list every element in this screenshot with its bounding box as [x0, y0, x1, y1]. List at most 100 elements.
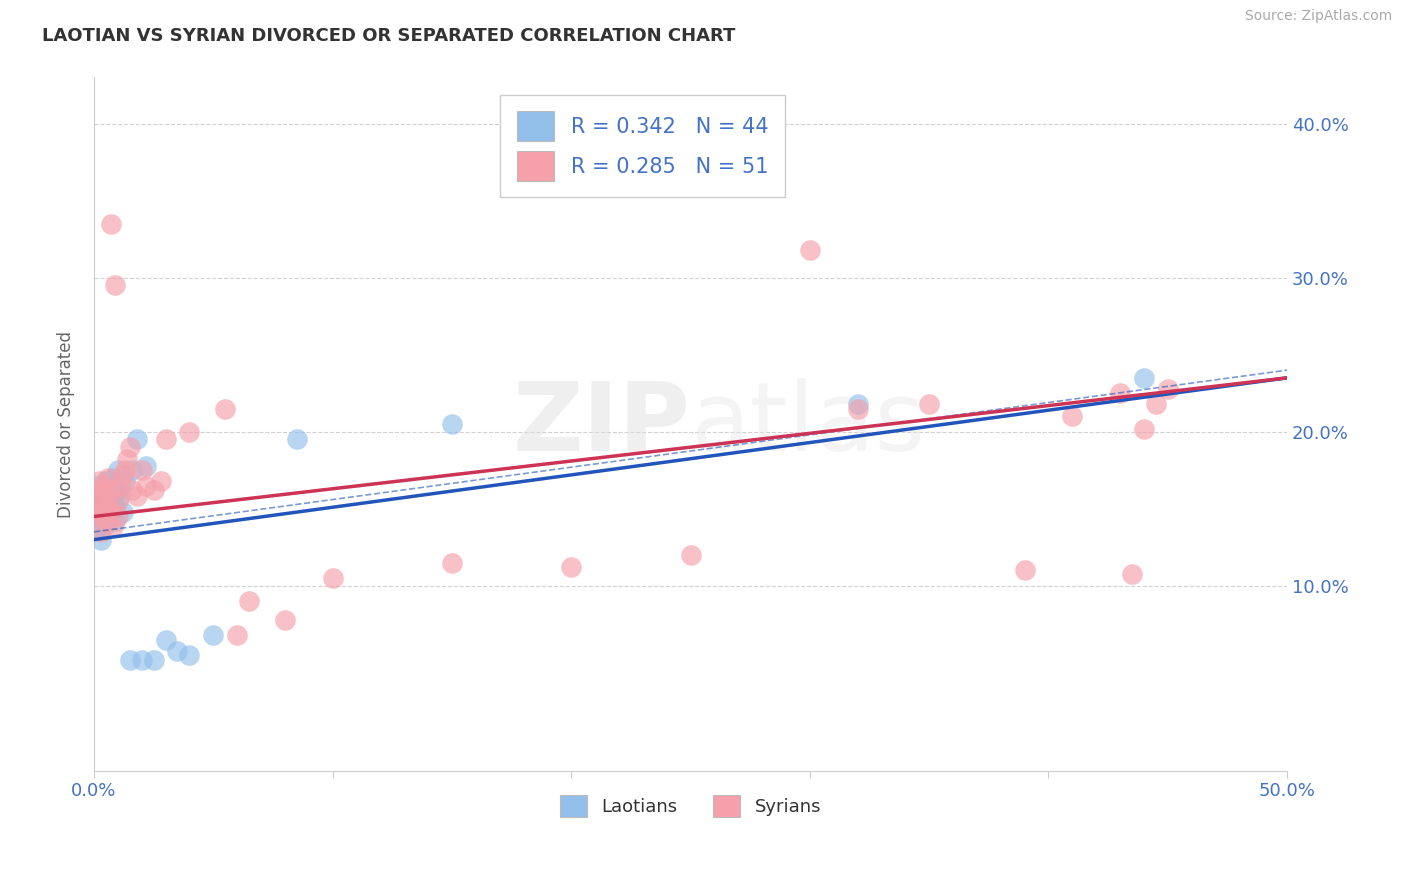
Point: [93, 505, 115, 519]
Point: [1014, 563, 1036, 577]
Point: [101, 471, 124, 485]
Point: [90, 524, 112, 539]
Point: [94, 517, 117, 532]
Point: [121, 483, 143, 498]
Point: [114, 474, 136, 488]
Point: [90, 499, 112, 513]
Point: [86, 501, 108, 516]
Point: [104, 499, 127, 513]
Point: [1133, 371, 1156, 385]
Point: [440, 556, 463, 570]
Point: [86, 490, 108, 504]
Point: [202, 628, 225, 642]
Point: [100, 217, 122, 231]
Point: [101, 483, 124, 498]
Point: [86, 494, 108, 508]
Point: [100, 509, 122, 524]
Point: [118, 440, 141, 454]
Point: [93, 509, 115, 524]
Point: [104, 514, 127, 528]
Point: [90, 517, 112, 532]
Point: [107, 509, 129, 524]
Point: [108, 478, 131, 492]
Point: [94, 501, 117, 516]
Point: [101, 520, 124, 534]
Point: [97, 478, 120, 492]
Text: LAOTIAN VS SYRIAN DIVORCED OR SEPARATED CORRELATION CHART: LAOTIAN VS SYRIAN DIVORCED OR SEPARATED …: [42, 27, 735, 45]
Point: [90, 483, 112, 498]
Text: atlas: atlas: [690, 377, 925, 471]
Point: [86, 505, 108, 519]
Point: [93, 483, 115, 498]
Text: Source: ZipAtlas.com: Source: ZipAtlas.com: [1244, 9, 1392, 23]
Point: [179, 425, 201, 439]
Point: [93, 494, 115, 508]
Point: [90, 505, 112, 519]
Point: [155, 632, 177, 647]
Point: [135, 458, 157, 473]
Point: [97, 505, 120, 519]
Point: [107, 483, 129, 498]
Point: [121, 463, 143, 477]
Point: [285, 433, 308, 447]
Point: [238, 594, 260, 608]
Point: [87, 474, 110, 488]
Point: [131, 463, 153, 477]
Point: [1109, 386, 1132, 401]
Point: [94, 514, 117, 528]
Point: [274, 613, 297, 627]
Point: [87, 509, 110, 524]
Point: [560, 560, 582, 574]
Point: [1144, 397, 1167, 411]
Point: [94, 474, 117, 488]
Point: [87, 509, 110, 524]
Point: [86, 478, 108, 492]
Point: [87, 520, 110, 534]
Point: [100, 505, 122, 519]
Point: [111, 505, 134, 519]
Point: [118, 653, 141, 667]
Point: [114, 463, 136, 477]
Point: [135, 478, 157, 492]
Point: [918, 397, 941, 411]
Point: [131, 653, 153, 667]
Point: [1121, 566, 1143, 581]
Point: [93, 478, 115, 492]
Legend: Laotians, Syrians: Laotians, Syrians: [553, 788, 828, 824]
Point: [111, 467, 134, 482]
Point: [97, 499, 120, 513]
Point: [117, 452, 139, 467]
Point: [107, 463, 129, 477]
Point: [94, 490, 117, 504]
Point: [155, 433, 177, 447]
Point: [322, 571, 344, 585]
Point: [1157, 382, 1180, 396]
Y-axis label: Divorced or Separated: Divorced or Separated: [58, 331, 75, 517]
Point: [214, 401, 236, 416]
Point: [679, 548, 702, 562]
Point: [142, 483, 165, 498]
Point: [1062, 409, 1084, 424]
Point: [104, 278, 127, 293]
Point: [90, 499, 112, 513]
Point: [125, 490, 148, 504]
Point: [107, 494, 129, 508]
Text: ZIP: ZIP: [513, 377, 690, 471]
Point: [166, 643, 188, 657]
Point: [149, 474, 172, 488]
Point: [846, 401, 869, 416]
Point: [179, 648, 201, 662]
Point: [142, 653, 165, 667]
Point: [101, 490, 124, 504]
Point: [799, 243, 821, 257]
Point: [440, 417, 463, 431]
Point: [846, 397, 869, 411]
Point: [108, 490, 131, 504]
Point: [1133, 422, 1156, 436]
Point: [100, 494, 122, 508]
Point: [87, 486, 110, 500]
Point: [226, 628, 249, 642]
Point: [90, 533, 112, 547]
Point: [125, 433, 148, 447]
Point: [94, 490, 117, 504]
